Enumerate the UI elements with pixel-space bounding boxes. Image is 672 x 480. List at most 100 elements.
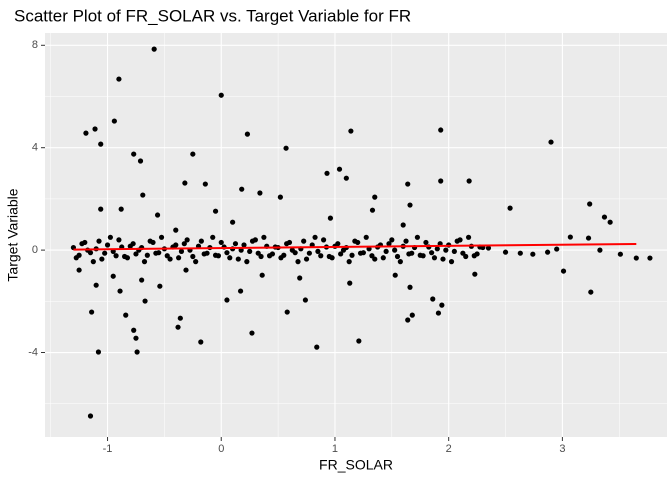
point bbox=[118, 206, 124, 212]
point bbox=[164, 253, 170, 259]
point bbox=[386, 241, 392, 247]
point bbox=[485, 245, 492, 251]
point bbox=[140, 192, 146, 198]
point bbox=[230, 219, 236, 225]
point bbox=[79, 241, 85, 247]
point bbox=[460, 250, 466, 256]
point bbox=[244, 131, 251, 137]
point bbox=[431, 255, 438, 261]
x-tick-label: -1 bbox=[103, 443, 113, 455]
panel bbox=[45, 33, 667, 437]
point bbox=[182, 180, 188, 186]
point bbox=[104, 242, 111, 248]
point bbox=[601, 214, 608, 220]
point bbox=[392, 247, 398, 253]
point bbox=[554, 246, 560, 252]
y-tick-label: 0 bbox=[32, 244, 38, 256]
point bbox=[261, 234, 267, 240]
point bbox=[237, 288, 244, 294]
point bbox=[329, 255, 335, 261]
point bbox=[301, 238, 307, 244]
point bbox=[346, 259, 352, 265]
point bbox=[530, 251, 536, 257]
point bbox=[190, 253, 196, 260]
point bbox=[190, 151, 196, 157]
point bbox=[144, 252, 150, 258]
point bbox=[277, 194, 283, 200]
chart-title: Scatter Plot of FR_SOLAR vs. Target Vari… bbox=[14, 6, 411, 25]
point bbox=[607, 219, 613, 225]
x-tick-label: 3 bbox=[559, 443, 565, 455]
point bbox=[183, 267, 189, 273]
trend-line bbox=[73, 242, 637, 251]
point bbox=[352, 238, 358, 244]
y-tick-label: -4 bbox=[28, 346, 38, 358]
point bbox=[356, 338, 362, 344]
point bbox=[289, 247, 295, 253]
point bbox=[158, 234, 165, 240]
point bbox=[372, 194, 378, 200]
point bbox=[98, 206, 104, 212]
point bbox=[348, 128, 354, 134]
point bbox=[107, 234, 113, 240]
point bbox=[110, 273, 116, 279]
point bbox=[403, 238, 409, 244]
y-tick-label: 4 bbox=[32, 142, 38, 154]
point bbox=[363, 234, 369, 240]
point bbox=[647, 255, 653, 261]
point bbox=[400, 222, 406, 228]
point bbox=[241, 242, 247, 248]
point bbox=[430, 296, 436, 302]
point bbox=[448, 259, 455, 265]
point bbox=[343, 175, 349, 181]
point bbox=[567, 234, 573, 240]
point bbox=[466, 178, 472, 184]
point bbox=[369, 253, 375, 259]
point bbox=[409, 250, 415, 256]
point bbox=[224, 297, 230, 303]
point bbox=[560, 268, 567, 274]
point bbox=[131, 327, 137, 333]
y-axis-title: Target Variable bbox=[5, 188, 21, 281]
point bbox=[198, 238, 204, 244]
point bbox=[407, 284, 413, 290]
point bbox=[278, 255, 284, 261]
point bbox=[151, 46, 157, 52]
point bbox=[218, 92, 224, 98]
point bbox=[124, 255, 131, 261]
point bbox=[99, 256, 105, 262]
x-axis-title: FR_SOLAR bbox=[319, 457, 393, 473]
point bbox=[439, 302, 445, 308]
point bbox=[434, 246, 440, 252]
point bbox=[405, 317, 411, 323]
point bbox=[249, 238, 256, 244]
point bbox=[244, 259, 250, 265]
point bbox=[90, 259, 96, 265]
point bbox=[130, 241, 136, 247]
point bbox=[232, 241, 239, 247]
point bbox=[392, 272, 398, 278]
point bbox=[389, 237, 395, 243]
point bbox=[235, 256, 241, 262]
point bbox=[414, 234, 421, 240]
point bbox=[266, 253, 273, 259]
point bbox=[142, 298, 148, 304]
point bbox=[327, 215, 334, 221]
point bbox=[147, 238, 153, 244]
point bbox=[111, 118, 117, 124]
point bbox=[306, 250, 312, 256]
point bbox=[89, 309, 95, 315]
point bbox=[320, 237, 327, 243]
point bbox=[215, 253, 222, 259]
point bbox=[98, 141, 104, 147]
point bbox=[438, 178, 444, 184]
point bbox=[302, 297, 308, 303]
point bbox=[116, 237, 122, 243]
point bbox=[548, 139, 554, 145]
point bbox=[227, 255, 233, 261]
point bbox=[204, 250, 210, 256]
point bbox=[284, 309, 290, 315]
point bbox=[315, 248, 321, 254]
point bbox=[87, 413, 94, 419]
point bbox=[116, 76, 122, 82]
